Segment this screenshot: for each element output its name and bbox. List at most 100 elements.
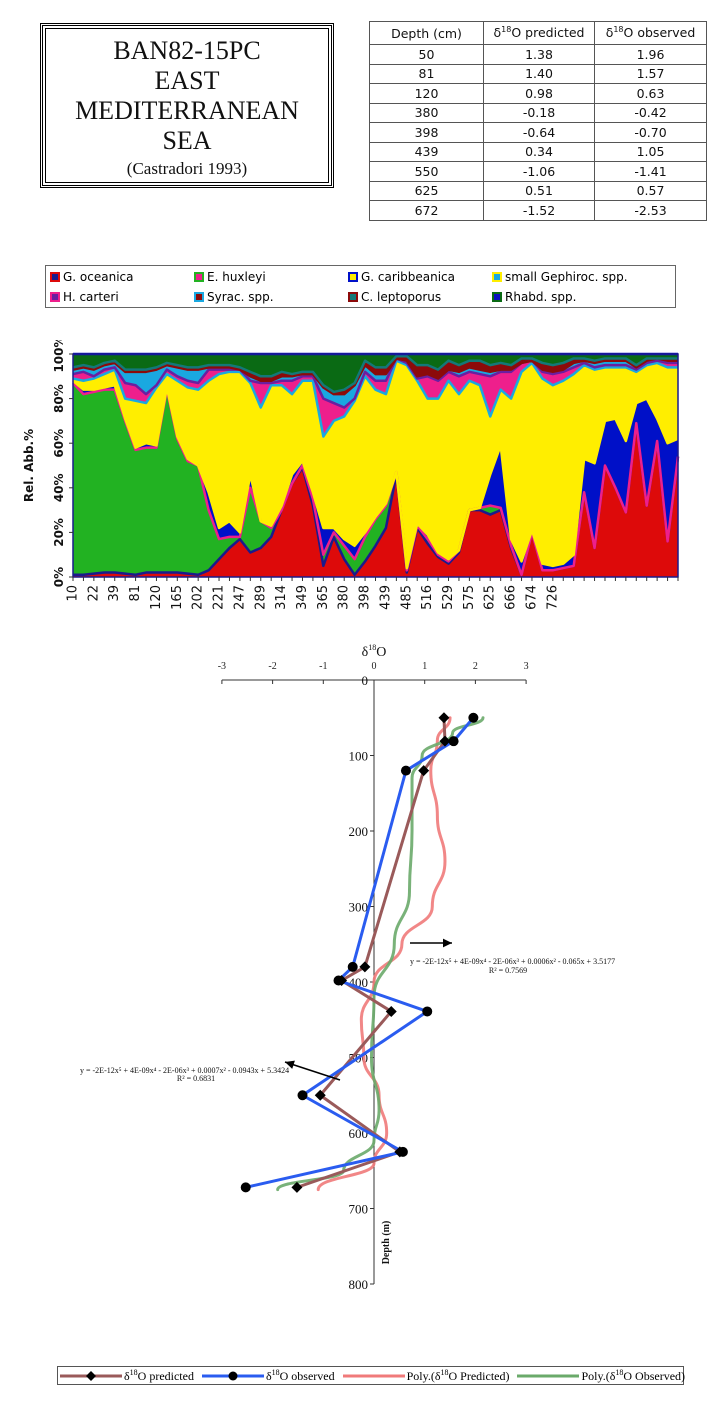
legend-item: δ18O predicted — [58, 1368, 194, 1384]
x-tick-label: 380 — [337, 585, 352, 610]
legend-label: E. huxleyi — [207, 270, 266, 284]
title-line: SEA — [162, 126, 212, 155]
legend-label: C. leptoporus — [361, 290, 442, 304]
area-boundary-4 — [72, 357, 678, 409]
legend-label: Poly.(δ18O Predicted) — [406, 1367, 510, 1383]
area-chart-legend: G. oceanica E. huxleyi G. caribbeanica smal… — [45, 265, 676, 308]
x-tick-label: 0 — [372, 661, 377, 672]
legend-label: G. oceanica — [63, 270, 134, 284]
legend-item: H. carteri — [50, 290, 119, 304]
legend-label: δ18O observed — [265, 1367, 335, 1383]
y-tick-label: 100% — [52, 340, 66, 373]
arrow-right-icon-head — [442, 938, 452, 948]
legend-item: G. caribbeanica — [348, 270, 455, 284]
series-line-0 — [295, 716, 447, 1189]
legend-item: δ18O observed — [200, 1368, 335, 1384]
y-tick-label: 0 — [362, 673, 369, 688]
title-line: BAN82-15PC — [113, 36, 261, 65]
table-row: 398 -0.64 -0.70 — [369, 122, 707, 143]
diamond-marker — [439, 735, 451, 747]
circle-marker — [347, 961, 358, 972]
legend-item: Syrac. spp. — [194, 290, 274, 304]
x-tick-label: 1 — [422, 661, 427, 672]
table-row: 81 1.40 1.57 — [369, 63, 707, 84]
table-cell: -0.42 — [594, 102, 707, 123]
area-boundary-2 — [72, 379, 679, 570]
x-tick-label: 666 — [504, 585, 519, 610]
table-cell: -0.18 — [483, 102, 595, 123]
x-tick-label: 575 — [462, 585, 477, 610]
table-row: 625 0.51 0.57 — [369, 180, 707, 201]
x-tick-label: 398 — [358, 585, 373, 610]
y-tick-label: 200 — [349, 824, 369, 839]
citation: (Castradori 1993) — [126, 159, 248, 178]
y-axis-label: Depth (m) — [381, 1221, 392, 1265]
legend-item: small Gephiroc. spp. — [492, 270, 628, 284]
circle-marker — [448, 736, 459, 747]
table-cell: 1.40 — [483, 63, 595, 84]
table-cell: 50 — [369, 44, 484, 65]
legend-label: Rhabd. spp. — [505, 290, 577, 304]
legend-swatch-icon — [348, 292, 358, 302]
y-tick-label: 60% — [52, 429, 66, 458]
diamond-marker — [438, 712, 450, 724]
legend-item: G. oceanica — [50, 270, 134, 284]
y-tick-label: 40% — [52, 473, 66, 502]
table-row: 380 -0.18 -0.42 — [369, 102, 707, 123]
table-cell: 672 — [369, 200, 484, 221]
stacked-area-chart: 0% 20% 40% 60% 80% 100% Rel. Abb.% 10 22 39 81 120 1… — [22, 340, 680, 610]
table-cell: 0.63 — [594, 83, 707, 104]
y-axis-label: Rel. Abb.% — [22, 429, 36, 502]
legend-swatch-icon — [50, 272, 60, 282]
diamond-marker-line-icon — [60, 1370, 122, 1381]
legend-item: Rhabd. spp. — [492, 290, 576, 304]
circle-marker-line-icon — [201, 1371, 264, 1380]
legend-item: E. huxleyi — [194, 270, 266, 284]
table-row: 120 0.98 0.63 — [369, 83, 707, 104]
table-cell: 0.51 — [483, 180, 595, 201]
table-row: 439 0.34 1.05 — [369, 141, 707, 162]
series-line-1 — [244, 716, 475, 1189]
x-tick-label: 516 — [420, 585, 435, 610]
x-tick-label: 439 — [378, 585, 393, 610]
circle-marker — [240, 1182, 251, 1193]
circle-marker — [400, 765, 411, 776]
area-series-1 — [73, 382, 678, 575]
trend-equation-predicted: y = -2E-12x⁵ + 4E-09x⁴ - 2E-06x³ + 0.000… — [410, 957, 615, 966]
x-tick-label: 726 — [545, 585, 560, 610]
legend-label: δ18O predicted — [124, 1367, 194, 1383]
table-cell: 625 — [369, 180, 484, 201]
legend-swatch-icon — [194, 272, 204, 282]
legend-swatch-icon — [492, 272, 502, 282]
x-tick-label: 529 — [441, 585, 456, 610]
table-cell: 81 — [369, 63, 484, 84]
area-series-5 — [73, 358, 678, 408]
table-cell: 398 — [369, 122, 484, 143]
col-depth: Depth (cm) — [369, 21, 484, 45]
col-observed: δ18O observed — [594, 21, 707, 45]
delta18o-depth-chart: δ18O-3 -2 -1 0 1 2 30100200300400500600700800D… — [80, 643, 615, 1292]
table-cell: 1.05 — [594, 141, 707, 162]
table-cell: -0.70 — [594, 122, 707, 143]
table-cell: 550 — [369, 161, 484, 182]
title-line: MEDITERRANEAN — [75, 96, 299, 125]
trend-r2-observed: R² = 0.6831 — [177, 1074, 215, 1083]
area-series-2 — [73, 380, 678, 575]
x-tick-label: -2 — [268, 661, 276, 672]
x-tick-label: 221 — [212, 585, 227, 610]
legend-swatch-icon — [348, 272, 358, 282]
trendline-icon — [342, 1374, 405, 1377]
table-cell: 380 — [369, 102, 484, 123]
x-tick-label: 674 — [524, 585, 539, 610]
y-tick-label: 0% — [52, 567, 66, 587]
trendline-icon — [517, 1374, 580, 1377]
area-boundary-6 — [72, 354, 678, 394]
circle-marker — [297, 1090, 308, 1101]
x-tick-label: 81 — [128, 585, 143, 602]
y-tick-label: 800 — [349, 1277, 369, 1292]
series-line-2 — [316, 716, 452, 1192]
depth-chart-legend: δ18O predicted δ18O observed Poly.(δ18O Pr… — [57, 1366, 685, 1385]
x-tick-label: 2 — [473, 661, 478, 672]
circle-marker — [468, 712, 479, 723]
diamond-marker — [385, 1005, 397, 1017]
